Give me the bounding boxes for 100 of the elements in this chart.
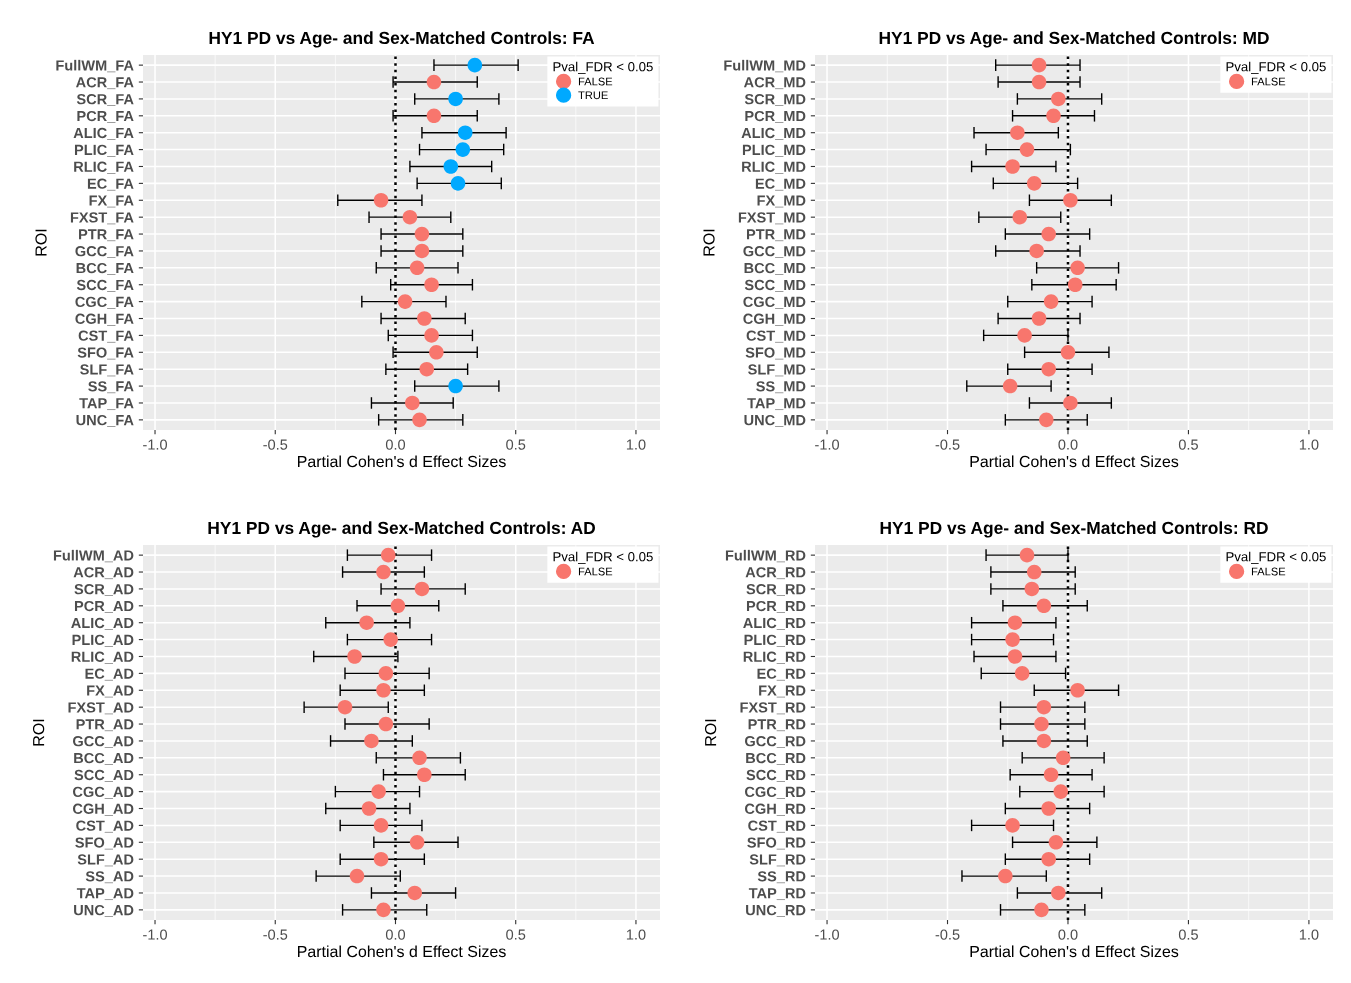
point — [1051, 91, 1066, 107]
point — [1063, 395, 1078, 411]
y-tick-label: PLIC_FA — [74, 144, 134, 157]
x-tick-label: -1.0 — [815, 929, 840, 940]
chart-title: HY1 PD vs Age- and Sex-Matched Controls: FA — [209, 31, 595, 48]
point — [1041, 851, 1056, 867]
y-tick-label: UNC_MD — [744, 414, 806, 427]
y-tick-label: FullWM_RD — [725, 549, 806, 563]
point — [1007, 649, 1023, 664]
y-tick-label: ALIC_AD — [71, 617, 134, 630]
point — [419, 361, 435, 377]
point — [405, 395, 420, 411]
x-axis-title: Partial Cohen's d Effect Sizes — [970, 945, 1179, 958]
x-axis-title: Partial Cohen's d Effect Sizes — [298, 455, 506, 468]
point — [1017, 328, 1032, 343]
y-tick-label: UNC_FA — [76, 414, 134, 427]
y-tick-label: EC_MD — [755, 178, 806, 191]
legend-title: Pval_FDR < 0.05 — [1226, 61, 1326, 74]
point — [371, 784, 386, 799]
y-tick-label: EC_FA — [87, 178, 134, 191]
point — [383, 632, 398, 647]
point — [1031, 74, 1047, 90]
point — [448, 91, 463, 107]
y-tick-label: CGH_FA — [75, 313, 134, 326]
y-axis-title: ROI — [32, 719, 45, 746]
point — [1036, 699, 1052, 715]
y-tick-label: GCC_RD — [744, 736, 806, 749]
point — [1036, 598, 1052, 614]
y-tick-label: PLIC_MD — [742, 144, 806, 157]
y-tick-label: CGH_MD — [743, 313, 806, 326]
y-tick-label: SFO_FA — [77, 347, 134, 360]
y-tick-label: FXST_AD — [68, 702, 134, 715]
y-tick-label: GCC_AD — [72, 736, 134, 749]
point — [412, 750, 427, 766]
y-tick-label: RLIC_AD — [71, 651, 134, 664]
chart-title: HY1 PD vs Age- and Sex-Matched Controls: AD — [208, 521, 595, 538]
point — [376, 902, 391, 918]
y-tick-label: GCC_MD — [743, 246, 806, 259]
point — [1034, 716, 1049, 732]
point — [378, 666, 394, 681]
point — [390, 598, 406, 614]
point — [417, 311, 432, 326]
point — [414, 226, 430, 242]
y-tick-label: UNC_RD — [746, 904, 806, 917]
y-tick-label: SLF_RD — [749, 854, 806, 867]
y-tick-label: CST_AD — [76, 820, 134, 833]
legend-title: Pval_FDR < 0.05 — [553, 61, 653, 74]
point — [1048, 835, 1064, 850]
y-axis-title: ROI — [704, 719, 717, 746]
y-tick-label: PTR_FA — [79, 229, 134, 242]
x-axis-title: Partial Cohen's d Effect Sizes — [970, 455, 1179, 468]
point — [424, 277, 439, 293]
point — [376, 682, 391, 698]
point — [397, 294, 413, 309]
point — [1036, 733, 1052, 749]
y-tick-label: SFO_RD — [747, 837, 806, 850]
point — [380, 547, 396, 563]
point — [1010, 125, 1025, 140]
point — [998, 868, 1013, 884]
y-tick-label: ACR_MD — [743, 77, 806, 90]
y-tick-label: SCR_RD — [746, 584, 806, 596]
y-tick-label: BCC_MD — [744, 262, 806, 275]
point — [443, 159, 459, 174]
point — [1031, 57, 1047, 73]
y-tick-label: TAP_RD — [748, 888, 806, 901]
point — [402, 209, 418, 225]
point — [1005, 159, 1020, 174]
point — [450, 176, 466, 191]
point — [1070, 682, 1085, 698]
y-tick-label: PTR_AD — [76, 719, 134, 732]
y-tick-label: PCR_FA — [77, 110, 134, 123]
y-tick-label: CST_RD — [748, 820, 806, 833]
point — [1055, 750, 1071, 766]
point — [426, 74, 442, 90]
y-tick-label: BCC_AD — [74, 752, 134, 765]
y-tick-label: SCC_MD — [744, 279, 806, 292]
point — [373, 851, 389, 867]
point — [1053, 784, 1069, 799]
y-tick-label: FullWM_FA — [56, 59, 134, 73]
x-tick-label: -1.0 — [143, 439, 168, 450]
point — [361, 801, 377, 816]
point — [359, 615, 374, 630]
y-tick-label: PLIC_RD — [744, 634, 806, 647]
point — [373, 818, 389, 833]
point — [426, 108, 442, 124]
point — [1019, 142, 1035, 157]
x-tick-label: 0.0 — [385, 929, 406, 940]
point — [1043, 767, 1059, 783]
y-tick-label: SS_RD — [757, 871, 806, 884]
y-tick-label: RLIC_FA — [74, 161, 134, 174]
x-tick-label: 0.0 — [1058, 439, 1078, 450]
point — [409, 835, 425, 850]
y-tick-label: SLF_FA — [80, 364, 134, 377]
y-tick-label: ACR_RD — [745, 567, 806, 580]
y-tick-label: FXST_RD — [740, 702, 806, 715]
point — [1067, 277, 1083, 293]
point — [349, 868, 365, 884]
x-tick-label: -1.0 — [143, 929, 168, 940]
y-tick-label: SCC_AD — [74, 769, 134, 782]
point — [1043, 294, 1059, 309]
